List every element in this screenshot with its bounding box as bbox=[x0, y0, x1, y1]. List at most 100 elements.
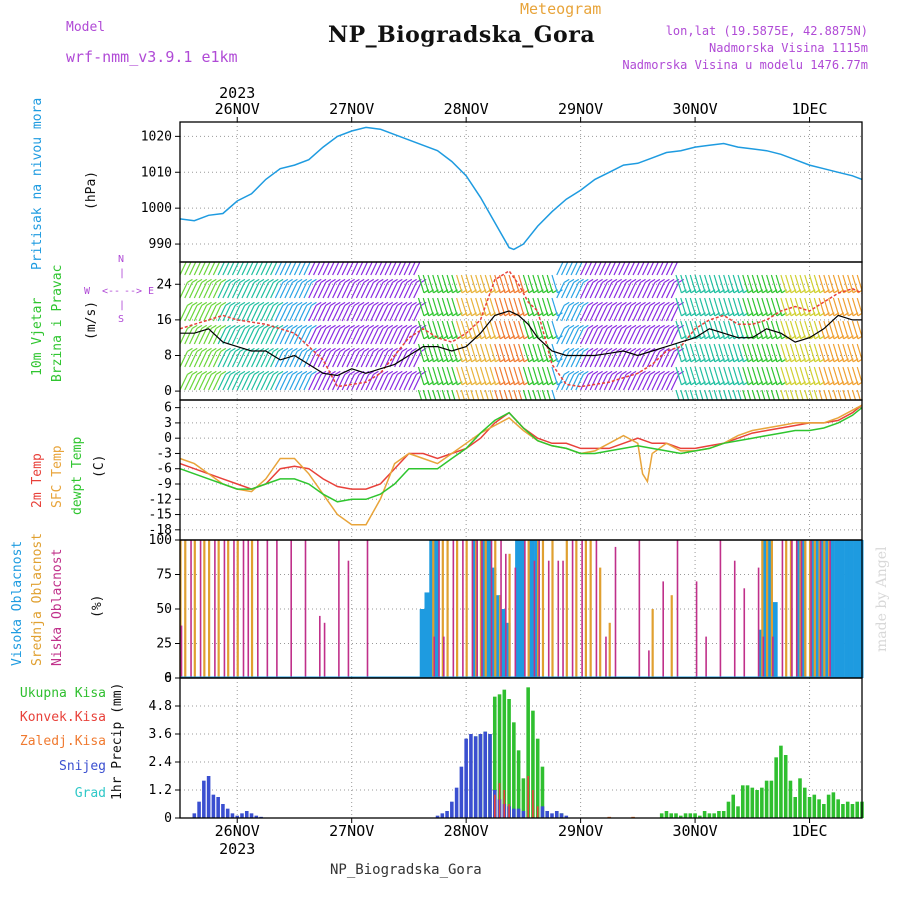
wind-barb bbox=[413, 374, 422, 391]
wind-barb bbox=[556, 328, 565, 345]
wind-barb bbox=[270, 305, 279, 322]
wind-barb bbox=[465, 320, 473, 339]
wind-barb bbox=[808, 343, 816, 362]
wind-barb bbox=[394, 328, 403, 345]
wind-barb bbox=[341, 351, 351, 368]
wind-barb bbox=[370, 262, 378, 276]
wind-barb bbox=[255, 374, 265, 391]
wind-barb-flag bbox=[563, 278, 570, 283]
lonlat-text: lon,lat (19.5875E, 42.8875N) bbox=[665, 24, 868, 38]
wind-barb bbox=[718, 343, 725, 362]
wind-barb-flag bbox=[867, 359, 872, 362]
wind-barb bbox=[384, 328, 394, 345]
compass-w: W bbox=[84, 286, 91, 297]
wind-barb bbox=[537, 389, 542, 400]
wind-barb bbox=[785, 274, 792, 293]
precip-snow-bar bbox=[469, 734, 473, 818]
cloud-mid-bar bbox=[608, 622, 611, 678]
wind-barb-flag bbox=[225, 370, 231, 375]
wind-barb bbox=[355, 351, 365, 368]
wind-barb bbox=[298, 262, 307, 276]
wind-barb bbox=[246, 282, 255, 299]
wind-barb bbox=[436, 389, 442, 400]
wind-barb bbox=[723, 297, 730, 316]
wind-barb-flag bbox=[287, 278, 293, 283]
wind-barb bbox=[751, 389, 756, 400]
wind-barb bbox=[570, 351, 580, 368]
wind-barb-flag bbox=[644, 301, 651, 306]
wind-barb-flag bbox=[354, 347, 360, 352]
wind-barb-flag bbox=[315, 278, 322, 283]
wind-barb bbox=[780, 366, 787, 385]
wind-barb bbox=[289, 351, 298, 368]
wind-barb bbox=[646, 351, 656, 368]
wind-barb bbox=[470, 297, 477, 316]
wind-barb bbox=[608, 351, 618, 368]
wind-barb-flag bbox=[296, 301, 303, 306]
cloud-low-bar bbox=[304, 540, 307, 678]
wind-barb bbox=[551, 320, 559, 339]
cloud-mid-bar bbox=[599, 567, 602, 678]
wind-barb bbox=[675, 366, 683, 385]
wind-barb-flag bbox=[272, 347, 279, 352]
precip-snow-bar bbox=[464, 738, 468, 818]
cloud-low-bar bbox=[757, 567, 760, 678]
wind-barb-flag bbox=[621, 301, 627, 306]
wind-barb bbox=[575, 351, 584, 368]
wind-barb-flag bbox=[649, 370, 656, 375]
wind-barb bbox=[642, 351, 651, 368]
wind-barb bbox=[236, 351, 246, 368]
wind-barb bbox=[656, 282, 665, 299]
wind-barb bbox=[823, 343, 830, 362]
wind-barb-flag bbox=[292, 324, 298, 329]
wind-barb-flag bbox=[258, 370, 265, 375]
wind-barb bbox=[217, 351, 227, 368]
wind-barb bbox=[370, 305, 379, 322]
wind-barb bbox=[522, 366, 530, 385]
wind-barb bbox=[766, 389, 771, 400]
wind-barb-flag bbox=[621, 278, 627, 283]
cloud-high-bar bbox=[505, 622, 511, 678]
wind-barb bbox=[799, 297, 807, 316]
wind-barb bbox=[298, 282, 308, 299]
precip-total-bar bbox=[492, 696, 497, 818]
wind-barb-flag bbox=[602, 347, 608, 352]
wind-barb bbox=[398, 328, 408, 345]
wind-barb bbox=[599, 328, 608, 345]
wind-barb-flag bbox=[582, 324, 589, 329]
wind-barb bbox=[180, 374, 189, 391]
wind-barb bbox=[694, 343, 702, 362]
wind-barb bbox=[470, 366, 477, 385]
cloud-low-bar bbox=[323, 622, 326, 678]
wind-barb-flag bbox=[616, 347, 622, 352]
wind-barb-flag bbox=[392, 370, 398, 375]
precip-total-bar bbox=[521, 778, 526, 818]
wind-barb bbox=[694, 297, 702, 316]
wind-barb bbox=[632, 282, 642, 299]
wind-barb bbox=[732, 389, 737, 400]
wind-barb-flag bbox=[301, 278, 308, 283]
wind-barb bbox=[494, 274, 501, 293]
wind-barb bbox=[360, 305, 370, 322]
cloud-ytick-label: 100 bbox=[149, 533, 172, 548]
wind-barb bbox=[589, 374, 599, 391]
cloud-low-bar bbox=[347, 560, 350, 678]
wind-barb-flag bbox=[306, 370, 312, 375]
wind-barb bbox=[646, 282, 656, 299]
wind-barb bbox=[403, 282, 413, 299]
cloud-high-bar bbox=[796, 540, 802, 678]
wind-barb bbox=[665, 328, 675, 345]
wind-barb bbox=[336, 351, 346, 368]
wind-barb-flag bbox=[220, 370, 227, 375]
precip-total-bar bbox=[512, 722, 516, 818]
wind-barb bbox=[265, 262, 273, 276]
wind-barb bbox=[327, 328, 336, 345]
wind-barb bbox=[646, 374, 656, 391]
wind-barb bbox=[494, 389, 499, 400]
wind-barb bbox=[699, 274, 706, 293]
wind-barb bbox=[250, 374, 260, 391]
wind-barb bbox=[584, 328, 594, 345]
wind-barb-flag bbox=[206, 370, 212, 375]
cloud-low-bar bbox=[743, 588, 746, 678]
